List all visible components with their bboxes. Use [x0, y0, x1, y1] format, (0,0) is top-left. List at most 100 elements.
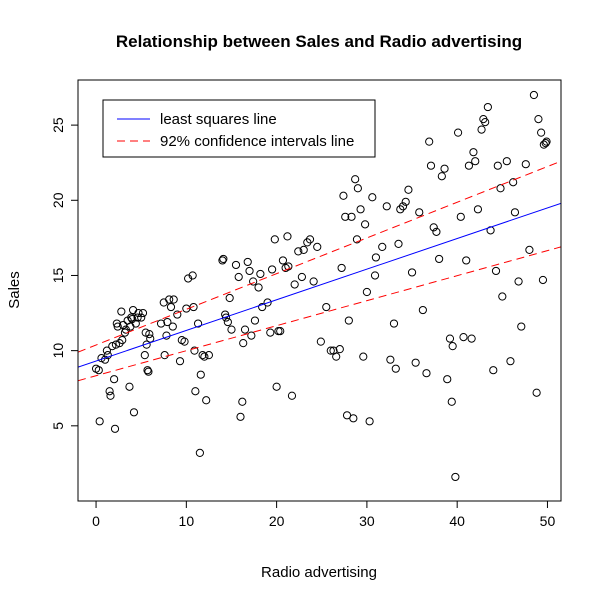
- y-axis-label: Sales: [6, 271, 23, 309]
- legend-label-least-squares: least squares line: [160, 111, 277, 128]
- data-point: [432, 227, 441, 236]
- data-point: [418, 305, 427, 315]
- data-point: [198, 351, 207, 360]
- least-squares-line: [78, 202, 561, 368]
- y-tick-label: 15: [50, 267, 66, 283]
- data-point: [270, 235, 279, 244]
- data-point: [196, 370, 205, 379]
- data-point: [538, 275, 548, 285]
- data-point: [415, 208, 424, 217]
- data-point: [221, 313, 231, 322]
- data-point: [316, 337, 325, 346]
- data-point: [509, 178, 518, 187]
- data-point: [173, 310, 182, 319]
- data-point: [110, 424, 120, 433]
- data-point: [125, 382, 134, 391]
- data-point: [103, 351, 112, 360]
- data-point: [263, 298, 272, 307]
- data-point: [435, 254, 444, 264]
- data-point: [411, 358, 420, 367]
- y-axis: 5 10 15 20 25: [50, 117, 79, 430]
- data-point: [106, 391, 115, 400]
- data-point: [143, 366, 152, 375]
- y-tick-label: 5: [50, 422, 66, 430]
- data-point: [266, 328, 275, 337]
- data-point: [459, 333, 468, 342]
- data-point: [398, 202, 408, 211]
- data-point: [159, 298, 168, 307]
- data-point: [134, 308, 143, 318]
- data-point: [429, 223, 438, 232]
- data-point: [362, 287, 371, 297]
- data-point: [239, 339, 248, 348]
- data-point: [510, 208, 520, 217]
- data-point: [326, 346, 335, 355]
- data-point: [529, 90, 539, 100]
- data-point: [256, 269, 265, 279]
- x-tick-label: 20: [269, 513, 285, 529]
- x-tick-label: 10: [179, 513, 195, 529]
- data-point: [250, 316, 260, 325]
- data-point: [445, 334, 455, 343]
- data-point: [534, 114, 543, 124]
- data-point: [360, 220, 370, 229]
- data-point: [401, 197, 410, 206]
- data-point: [121, 325, 130, 334]
- data-point: [464, 161, 474, 170]
- data-point: [117, 307, 126, 316]
- data-point: [471, 157, 480, 166]
- data-point: [351, 175, 360, 184]
- data-point: [227, 325, 236, 334]
- data-point: [245, 266, 254, 276]
- y-tick-label: 25: [50, 117, 66, 133]
- data-point: [129, 408, 139, 417]
- data-point: [168, 322, 177, 331]
- data-point: [537, 128, 546, 137]
- data-point: [166, 302, 176, 312]
- data-point: [341, 212, 350, 221]
- data-point: [137, 313, 146, 322]
- data-point: [521, 160, 530, 169]
- data-point: [422, 369, 431, 378]
- data-point: [483, 102, 492, 112]
- data-point: [204, 351, 214, 360]
- data-point: [108, 342, 117, 351]
- data-point: [184, 274, 193, 283]
- data-point: [477, 125, 486, 134]
- data-point: [453, 128, 463, 137]
- data-point: [223, 317, 232, 327]
- data-point: [404, 185, 413, 194]
- data-point: [473, 205, 483, 214]
- data-point: [532, 388, 541, 397]
- data-point: [193, 319, 203, 328]
- data-point: [407, 268, 417, 277]
- data-point: [335, 345, 344, 354]
- data-point: [489, 366, 498, 375]
- data-point: [496, 184, 505, 193]
- data-point: [447, 397, 456, 406]
- data-point: [313, 242, 322, 251]
- data-point: [236, 412, 245, 421]
- data-point: [462, 256, 471, 265]
- data-point: [370, 271, 380, 280]
- data-point: [258, 302, 267, 312]
- data-point: [249, 277, 258, 286]
- data-point: [344, 316, 353, 325]
- data-point: [456, 212, 465, 221]
- data-point: [145, 330, 154, 339]
- data-point: [386, 355, 395, 364]
- data-point: [284, 262, 293, 271]
- data-point: [160, 351, 169, 360]
- data-point: [95, 417, 104, 426]
- data-point: [128, 305, 138, 315]
- data-point: [131, 319, 140, 328]
- data-point: [299, 245, 308, 255]
- data-point: [127, 313, 136, 322]
- data-point: [542, 137, 551, 146]
- data-point: [541, 139, 550, 148]
- data-point: [382, 202, 391, 211]
- legend-label-confidence: 92% confidence intervals line: [160, 133, 354, 150]
- data-point: [467, 334, 476, 343]
- data-point: [502, 157, 511, 166]
